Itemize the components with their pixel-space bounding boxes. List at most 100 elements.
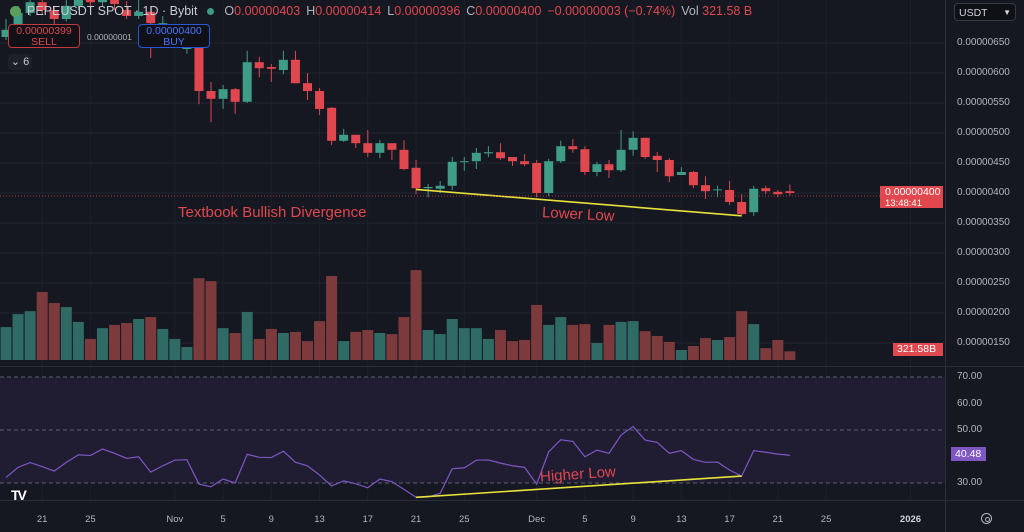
current-price: 0.00000400 bbox=[885, 186, 941, 198]
volume-bar bbox=[169, 338, 181, 360]
candle-body bbox=[459, 161, 469, 163]
candle-body bbox=[110, 0, 120, 4]
rsi-trendline bbox=[415, 475, 742, 499]
volume-bar bbox=[338, 341, 350, 360]
volume-bar bbox=[555, 317, 567, 360]
candle-body bbox=[532, 163, 542, 193]
candle-body bbox=[339, 134, 349, 141]
candle-body bbox=[25, 2, 35, 14]
volume-bar bbox=[386, 334, 398, 360]
candle-body bbox=[242, 62, 252, 102]
volume-bar bbox=[591, 342, 603, 360]
candle-body bbox=[194, 41, 204, 91]
volume-bar bbox=[133, 318, 145, 360]
sell-price: 0.00000399 bbox=[16, 25, 72, 37]
volume-bar bbox=[494, 330, 506, 360]
buy-button[interactable]: 0.00000400 BUY bbox=[138, 24, 210, 48]
volume-bar bbox=[217, 328, 229, 360]
candle-body bbox=[146, 11, 156, 24]
candle-body bbox=[303, 83, 312, 91]
candle-body bbox=[592, 164, 602, 172]
rsi-value-badge: 40.48 bbox=[951, 447, 986, 461]
volume-bar bbox=[205, 281, 217, 360]
candle-body bbox=[508, 157, 518, 162]
indicators-toggle-button[interactable]: ⌄ 6 bbox=[8, 54, 32, 70]
candle-body bbox=[290, 59, 300, 84]
bar-countdown: 13:48:41 bbox=[885, 198, 922, 209]
volume-bar bbox=[265, 328, 277, 360]
candle-body bbox=[254, 62, 264, 69]
candle-body bbox=[616, 149, 626, 171]
candle-body bbox=[230, 89, 240, 102]
volume-bar bbox=[72, 321, 84, 360]
volume-bar bbox=[699, 338, 711, 360]
volume-bar bbox=[289, 331, 301, 360]
time-tick-label: Dec bbox=[528, 514, 546, 525]
volume-bar bbox=[687, 345, 699, 360]
volume-bar bbox=[362, 330, 374, 360]
open-label: O bbox=[224, 4, 235, 18]
time-tick-label: 25 bbox=[458, 514, 470, 525]
time-tick-label: 5 bbox=[582, 514, 588, 525]
volume-bar bbox=[446, 318, 458, 360]
candle-body bbox=[122, 10, 132, 16]
volume-bar bbox=[760, 348, 772, 360]
rsi-tick-label: 70.00 bbox=[957, 371, 983, 382]
volume-bar bbox=[567, 324, 579, 360]
volume-bar bbox=[651, 335, 663, 360]
volume-bar bbox=[84, 338, 96, 360]
sell-button[interactable]: 0.00000399 SELL bbox=[8, 24, 80, 48]
price-tick-label: 0.00000400 bbox=[957, 187, 1010, 198]
candle-body bbox=[761, 188, 771, 192]
symbol-title[interactable]: PEPEUSDT SPOT · 1D · Bybit bbox=[27, 4, 198, 18]
chevron-down-icon: ▼ bbox=[1003, 8, 1011, 17]
volume-bar bbox=[736, 311, 748, 360]
candle-body bbox=[676, 172, 686, 175]
candle-body bbox=[713, 189, 723, 191]
volume-bar bbox=[157, 328, 169, 360]
currency-dropdown[interactable]: USDT ▼ bbox=[954, 3, 1016, 21]
settings-icon[interactable] bbox=[981, 513, 992, 524]
volume-bar bbox=[229, 333, 241, 360]
candle-body bbox=[664, 160, 674, 177]
volume-bar bbox=[458, 328, 470, 360]
rsi-tick-label: 30.00 bbox=[957, 477, 983, 488]
candle-body bbox=[37, 2, 47, 11]
price-tick-label: 0.00000500 bbox=[957, 127, 1010, 138]
annotation-bullish-divergence[interactable]: Textbook Bullish Divergence bbox=[178, 204, 367, 221]
candle-body bbox=[447, 161, 457, 186]
time-tick-label: 25 bbox=[820, 514, 832, 525]
candle-body bbox=[785, 191, 795, 193]
time-tick-label: 5 bbox=[220, 514, 226, 525]
price-tick-label: 0.00000350 bbox=[957, 217, 1010, 228]
volume-bar bbox=[96, 328, 108, 360]
volume-bar bbox=[724, 337, 736, 360]
volume-bar bbox=[784, 351, 796, 360]
time-tick-label: 13 bbox=[314, 514, 325, 525]
time-tick-label: 13 bbox=[676, 514, 687, 525]
sell-label: SELL bbox=[31, 36, 57, 48]
trendlines bbox=[415, 188, 742, 499]
legend-header: PEPEUSDT SPOT · 1D · Bybit O0.00000403 H… bbox=[10, 4, 752, 18]
candle-body bbox=[700, 185, 710, 192]
rsi-pane bbox=[0, 376, 945, 498]
low-label: L bbox=[387, 4, 395, 18]
volume-bar bbox=[639, 331, 651, 360]
close-label: C bbox=[466, 4, 476, 18]
candle-body bbox=[749, 188, 759, 213]
time-tick-label: 21 bbox=[410, 514, 422, 525]
candle-body bbox=[266, 67, 276, 69]
volume-bar bbox=[519, 340, 531, 360]
volume-bar bbox=[109, 324, 121, 360]
price-tick-label: 0.00000600 bbox=[957, 67, 1010, 78]
price-tick-label: 0.00000450 bbox=[957, 157, 1010, 168]
volume-bar bbox=[24, 311, 36, 360]
candle-body bbox=[97, 0, 107, 3]
volume-bar bbox=[422, 330, 434, 360]
candle-body bbox=[423, 187, 433, 189]
price-trendline bbox=[415, 188, 742, 217]
tradingview-logo[interactable]: TV bbox=[11, 487, 27, 503]
rsi-tick-label: 50.00 bbox=[957, 424, 983, 435]
current-price-badge: 0.00000400 13:48:41 bbox=[880, 186, 943, 209]
